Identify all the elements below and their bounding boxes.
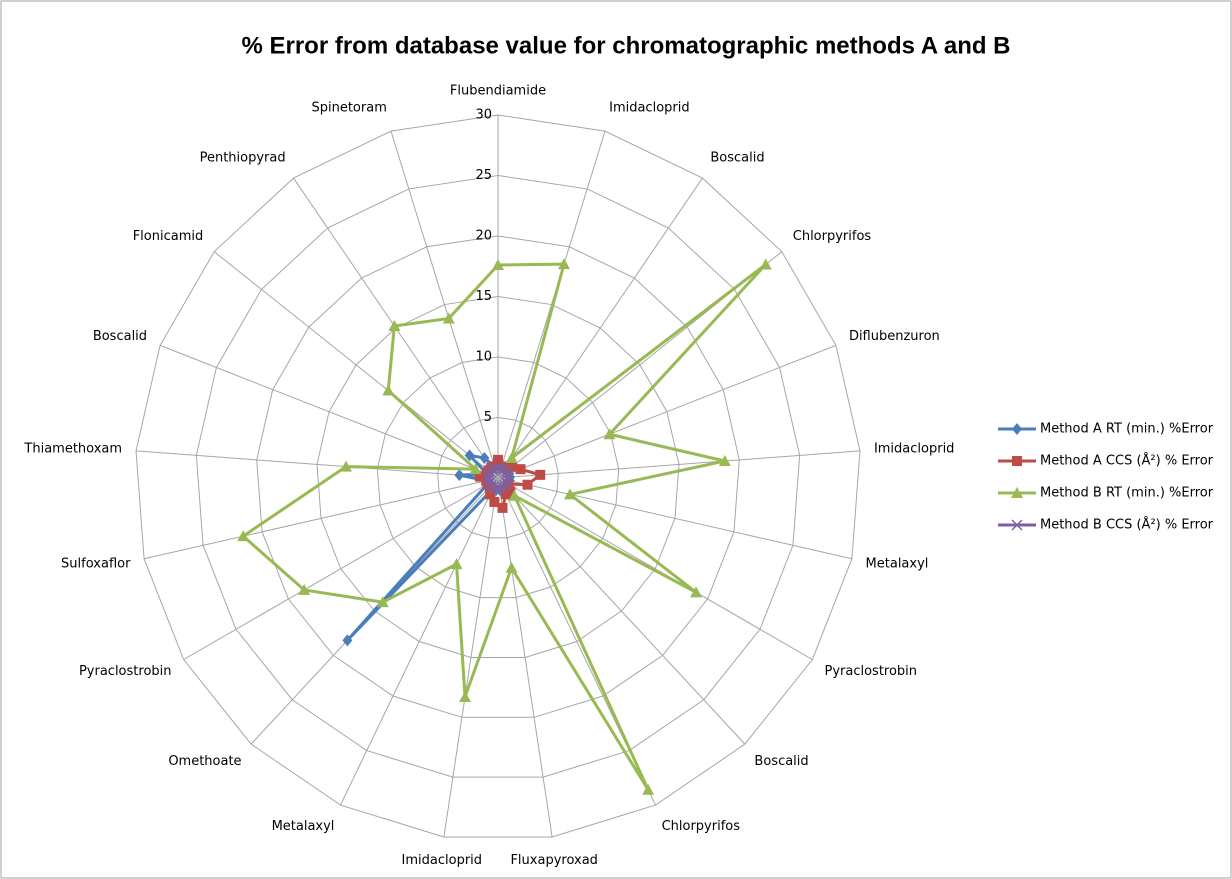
spoke (497, 130, 606, 479)
spoke (390, 130, 499, 479)
marker (489, 463, 501, 475)
marker (450, 558, 463, 570)
category-label: Metalaxyl (272, 819, 335, 834)
marker (479, 452, 490, 465)
y-tick-label: 15 (475, 289, 492, 304)
spoke (443, 477, 499, 838)
marker (442, 312, 455, 324)
marker (522, 479, 533, 490)
marker (603, 428, 616, 440)
marker (759, 258, 772, 270)
marker (342, 634, 353, 647)
category-label: Pyraclostrobin (79, 664, 172, 679)
marker (474, 471, 485, 482)
legend-label: Method B RT (min.) %Error (1040, 486, 1214, 501)
marker (339, 460, 352, 472)
marker (690, 586, 703, 598)
spoke (497, 477, 746, 745)
legend: Method A RT (min.) %Error Method A CCS (Å… (998, 422, 1214, 533)
category-label: Flubendiamide (450, 84, 546, 99)
category-label: Chlorpyrifos (662, 819, 741, 834)
marker (535, 469, 546, 480)
marker (557, 258, 570, 270)
category-label: Imidacloprid (402, 853, 483, 868)
marker (505, 561, 518, 573)
spoke (497, 450, 861, 479)
category-label: Omethoate (168, 754, 241, 769)
marker (1011, 487, 1023, 498)
spoke (497, 477, 853, 560)
marker (489, 496, 500, 507)
category-label: Metalaxyl (866, 557, 929, 572)
grid-ring (135, 114, 861, 838)
category-label: Imidacloprid (874, 442, 955, 457)
marker (388, 320, 401, 332)
spoke (135, 450, 499, 479)
marker (464, 449, 475, 462)
spoke (497, 477, 813, 660)
category-label: Sulfoxaflor (61, 557, 131, 572)
chart-title: % Error from database value for chromato… (241, 32, 1010, 59)
marker (492, 259, 504, 271)
category-label: Diflubenzuron (849, 329, 940, 344)
category-label: Pyraclostrobin (824, 664, 917, 679)
category-label: Boscalid (754, 754, 808, 769)
marker (642, 783, 655, 795)
grid-ring (256, 235, 740, 718)
marker (497, 502, 508, 513)
marker (489, 461, 500, 472)
marker (1011, 519, 1023, 531)
category-label: Fluxapyroxad (510, 853, 597, 868)
marker (237, 530, 250, 542)
spoke (497, 477, 553, 838)
marker (485, 489, 496, 500)
y-tick-label: 20 (475, 229, 492, 244)
marker (505, 452, 518, 464)
grid-ring (195, 174, 801, 778)
marker (1012, 423, 1022, 435)
grid-ring (437, 416, 559, 539)
spoke (340, 477, 499, 806)
category-label: Penthiopyrad (200, 151, 286, 166)
legend-label: Method B CCS (Å²) % Error (1040, 517, 1214, 533)
marker (508, 489, 521, 501)
category-label: Spinetoram (311, 101, 386, 116)
spoke (213, 251, 499, 479)
y-tick-label: 25 (475, 168, 492, 183)
marker (458, 690, 471, 702)
marker (507, 461, 518, 472)
marker (376, 596, 389, 608)
legend-label: Method A CCS (Å²) % Error (1040, 453, 1214, 469)
marker (469, 463, 482, 475)
legend-label: Method A RT (min.) %Error (1040, 422, 1214, 437)
category-label: Chlorpyrifos (793, 229, 872, 244)
marker (500, 489, 511, 500)
category-label: Thiamethoxam (23, 442, 122, 457)
category-label: Boscalid (710, 151, 764, 166)
spoke (497, 177, 703, 479)
series-line (241, 262, 768, 792)
spoke (497, 344, 837, 479)
marker (718, 455, 731, 467)
marker (1012, 456, 1022, 466)
grid-ring (376, 356, 620, 599)
marker (515, 464, 526, 475)
category-label: Boscalid (93, 329, 147, 344)
y-tick-label: 5 (484, 410, 492, 425)
category-label: Flonicamid (133, 229, 204, 244)
y-tick-label: 10 (475, 350, 492, 365)
marker (563, 488, 576, 500)
marker (493, 454, 503, 465)
marker (454, 469, 465, 482)
category-label: Imidacloprid (609, 101, 690, 116)
spoke (143, 477, 499, 560)
marker (382, 384, 395, 396)
marker (487, 464, 499, 476)
spoke (159, 344, 499, 479)
spoke (183, 477, 499, 660)
y-tick-label: 30 (475, 108, 492, 123)
marker (298, 583, 311, 595)
